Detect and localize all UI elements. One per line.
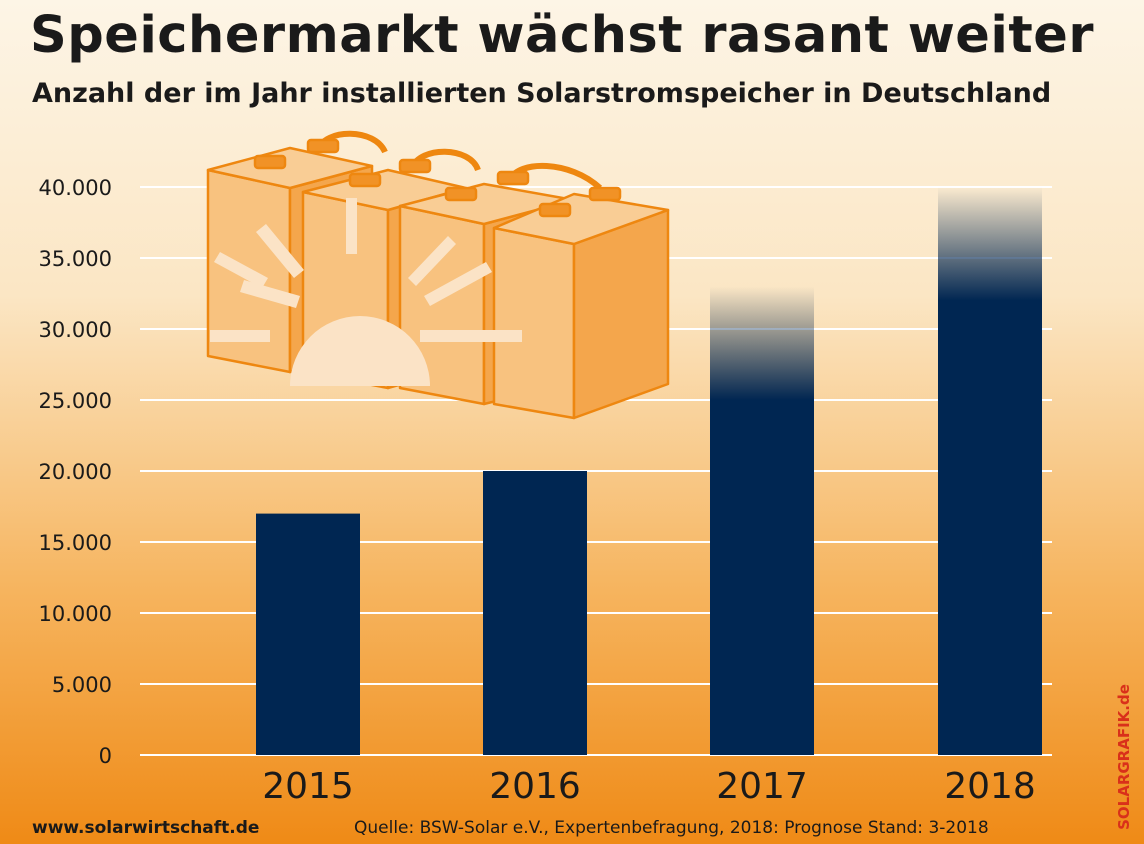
sun-icon <box>210 198 522 386</box>
bar-2016 <box>483 471 587 755</box>
bar-2018-forecast <box>938 187 1042 301</box>
chart-title: Speichermarkt wächst rasant weiter <box>30 6 1094 65</box>
y-tick-label: 25.000 <box>39 389 112 413</box>
bars <box>256 187 1042 755</box>
x-tick-label: 2018 <box>944 766 1036 807</box>
y-tick-label: 30.000 <box>39 318 112 342</box>
y-axis: 0 5.000 10.000 15.000 20.000 25.000 30.000 35.0… <box>39 176 112 768</box>
y-tick-label: 40.000 <box>39 176 112 200</box>
battery-icon <box>492 186 670 420</box>
y-tick-label: 5.000 <box>52 673 112 697</box>
x-tick-label: 2017 <box>716 766 808 807</box>
y-tick-label: 20.000 <box>39 460 112 484</box>
bar-2015 <box>256 513 360 755</box>
brand-label: SOLARGRAFIK.de <box>1106 684 1142 830</box>
y-tick-label: 10.000 <box>39 602 112 626</box>
y-tick-label: 15.000 <box>39 531 112 555</box>
bar-2017 <box>710 399 814 755</box>
brand-text: SOLARGRAFIK.de <box>1115 684 1133 830</box>
y-tick-label: 35.000 <box>39 247 112 271</box>
source-note: Quelle: BSW-Solar e.V., Expertenbefragun… <box>354 818 989 838</box>
y-tick-label: 0 <box>99 744 112 768</box>
bar-2018 <box>938 300 1042 755</box>
x-axis: 2015 2016 2017 2018 <box>262 766 1036 807</box>
chart-subtitle: Anzahl der im Jahr installierten Solarst… <box>32 78 1052 109</box>
bar-2017-forecast <box>710 286 814 400</box>
battery-illustration <box>206 130 670 420</box>
x-tick-label: 2015 <box>262 766 354 807</box>
x-tick-label: 2016 <box>489 766 581 807</box>
website-label: www.solarwirtschaft.de <box>32 818 260 838</box>
